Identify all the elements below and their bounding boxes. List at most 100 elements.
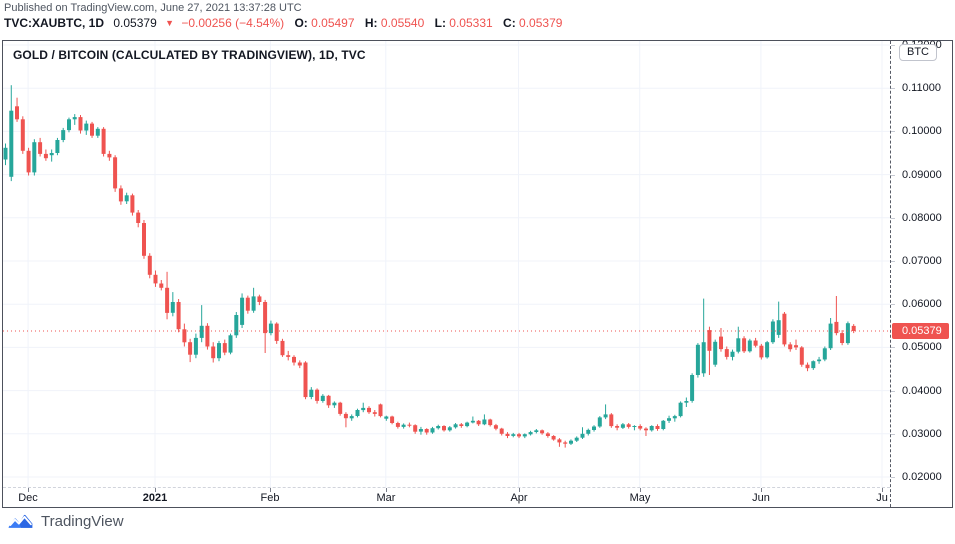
candle-body [719,336,723,350]
candle-body [355,410,360,416]
candle-body [26,150,31,173]
price-axis-label: 0.10000 [902,125,942,137]
candle-body [782,313,787,345]
candle-body [580,433,585,438]
candle-body [153,274,158,284]
candle-body [217,343,221,359]
candle-body [545,433,550,436]
candle-body [488,419,493,426]
candle-body [742,338,747,352]
time-axis[interactable]: Dec 2021 Feb Mar Apr May Jun Ju [3,487,890,507]
time-axis-label: May [629,492,651,504]
candle-body [367,407,371,413]
price-axis-label: 0.02000 [902,471,942,483]
candle-body [759,345,764,358]
price-axis-label: 0.08000 [902,212,942,224]
candle-body [159,283,164,288]
candle-body [315,389,320,401]
candle-body [257,296,262,302]
candle-body [211,346,216,359]
candle-body [557,439,562,443]
candle-body [20,119,25,151]
candle-body [569,440,573,444]
candle-body [372,412,377,414]
candle-body [620,424,625,428]
candle-body [597,417,602,427]
header: Published on TradingView.com, June 27, 2… [4,1,562,32]
last-price: 0.05379 [113,16,157,30]
price-axis-label: 0.11000 [902,82,941,94]
candle-body [724,349,729,357]
price-axis[interactable]: 0.120000.110000.100000.090000.080000.070… [890,39,952,507]
candle-body [9,110,14,177]
candle-body [482,419,487,425]
time-axis-tick [882,488,883,492]
candle-body [90,123,94,136]
candle-body [424,429,429,433]
published-line: Published on TradingView.com, June 27, 2… [4,2,302,14]
price-axis-tick [891,304,895,305]
price-axis-tick [891,88,895,89]
candle-body [522,434,527,437]
chart-frame: GOLD / BITCOIN (CALCULATED BY TRADINGVIE… [2,39,953,508]
candle-body [3,147,8,160]
candle-body [107,153,112,158]
candle-body [632,426,637,427]
time-axis-label: Dec [18,492,38,504]
candle-body [67,119,71,131]
candle-body [165,287,170,313]
candle-body [193,337,198,355]
symbol-name: TVC:XAUBTC, 1D [4,16,105,30]
candle-body [55,140,60,153]
price-axis-tick [891,131,895,132]
candle-body [124,195,129,202]
price-axis-label: 0.04000 [902,385,942,397]
candlestick-plot-area[interactable] [3,41,890,487]
candle-body [592,426,596,430]
candle-body [459,424,464,426]
candle-body [453,424,458,428]
candle-body [534,430,539,432]
price-axis-tick [891,391,895,392]
candle-body [170,302,175,313]
candle-body [38,142,43,154]
candle-body [240,297,245,325]
candle-body [113,157,118,189]
candle-body [205,325,210,347]
candle-body [765,342,770,358]
price-axis-tick [891,347,895,348]
candle-body [776,320,781,335]
candlestick-plot[interactable] [3,41,890,487]
time-axis-label: Feb [260,492,280,504]
time-axis-tick [155,488,156,492]
candle-body [667,418,671,421]
price-axis-label: 0.09000 [902,169,942,181]
candle-body [78,117,83,131]
candle-body [101,128,106,154]
candle-body [401,424,406,427]
candle-body [701,342,706,374]
chart-title: GOLD / BITCOIN (CALCULATED BY TRADINGVIE… [13,48,366,62]
low-value: 0.05331 [449,16,493,30]
candle-body [794,345,798,348]
candle-body [430,428,435,433]
candle-body [465,422,470,427]
candle-body [95,128,100,136]
candle-body [343,413,348,419]
candle-body [511,434,516,436]
candle-body [493,425,498,429]
candle-body [418,429,423,432]
candle-body [678,402,683,417]
tradingview-logo-icon [8,513,34,530]
candle-body [407,424,412,426]
candle-body [707,330,712,351]
candle-body [245,297,250,311]
candle-body [280,340,285,356]
candle-body [845,323,850,344]
candle-body [118,188,123,202]
change-value: −0.00256 (−4.54%) [181,16,285,30]
tradingview-brand-link[interactable]: TradingView [8,513,124,530]
candle-body [770,321,775,343]
candle-body [476,420,481,425]
currency-unit-button[interactable]: BTC [899,44,937,61]
